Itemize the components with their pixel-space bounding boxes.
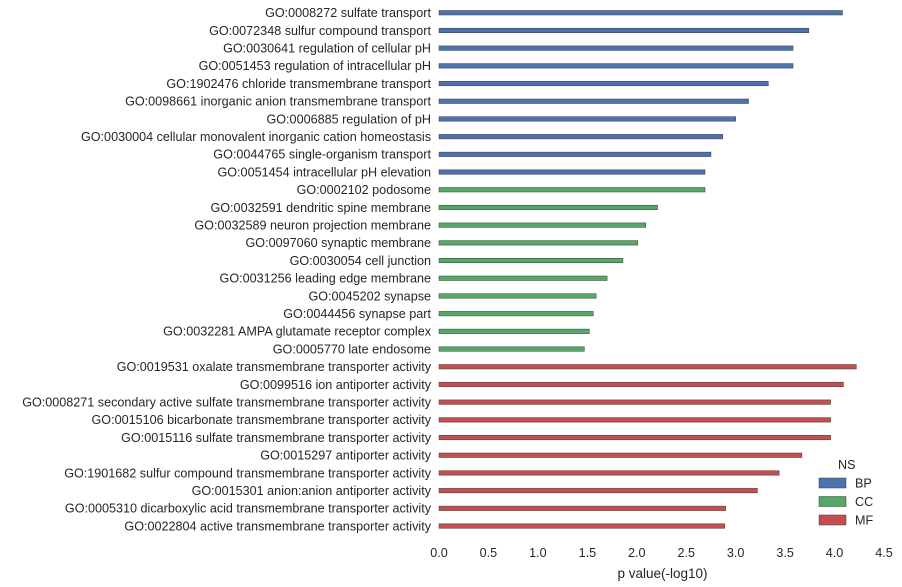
category-label: GO:0008271 secondary active sulfate tran… — [22, 395, 432, 409]
bar-cc — [438, 258, 624, 264]
bar-bp — [438, 81, 769, 87]
bar-cc — [438, 311, 594, 317]
category-label: GO:0030054 cell junction — [290, 254, 431, 268]
legend-title: NS — [838, 458, 856, 472]
category-label: GO:0032591 dendritic spine membrane — [210, 201, 431, 215]
x-tick-label: 4.5 — [875, 546, 893, 560]
bar-cc — [438, 187, 706, 193]
bar-mf — [438, 505, 727, 511]
bar-cc — [438, 293, 597, 299]
category-label: GO:0005770 late endosome — [273, 342, 431, 356]
bars-group — [438, 10, 857, 529]
bar-mf — [438, 452, 803, 458]
x-tick-label: 3.0 — [727, 546, 745, 560]
category-label: GO:0032589 neuron projection membrane — [194, 218, 431, 232]
bar-bp — [438, 27, 810, 33]
x-tick-label: 0.0 — [430, 546, 448, 560]
legend-swatch-cc — [818, 496, 847, 507]
category-label: GO:0008272 sulfate transport — [265, 6, 431, 20]
bar-cc — [438, 240, 639, 246]
category-label: GO:0015116 sulfate transmembrane transpo… — [121, 431, 432, 445]
bar-bp — [438, 151, 712, 157]
x-tick-label: 3.5 — [776, 546, 794, 560]
bar-bp — [438, 98, 749, 104]
bar-bp — [438, 45, 794, 51]
bar-bp — [438, 10, 843, 16]
category-label: GO:1901682 sulfur compound transmembrane… — [64, 466, 432, 480]
legend-label-mf: MF — [855, 513, 873, 527]
category-label: GO:0030004 cellular monovalent inorganic… — [81, 130, 431, 144]
category-label: GO:0051453 regulation of intracellular p… — [199, 59, 431, 73]
category-label: GO:0002102 podosome — [297, 183, 431, 197]
category-label: GO:0006885 regulation of pH — [266, 112, 431, 126]
x-tick-label: 1.5 — [579, 546, 597, 560]
category-label: GO:0098661 inorganic anion transmembrane… — [125, 95, 431, 109]
bar-mf — [438, 488, 758, 494]
category-labels: GO:0008272 sulfate transport GO:0072348 s… — [22, 6, 432, 533]
category-label: GO:0097060 synaptic membrane — [245, 236, 431, 250]
legend-entries: BP CC MF — [818, 476, 873, 527]
category-label: GO:0015297 antiporter activity — [260, 449, 432, 463]
category-label: GO:0005310 dicarboxylic acid transmembra… — [65, 502, 432, 516]
category-label: GO:0099516 ion antiporter activity — [240, 378, 432, 392]
bar-bp — [438, 63, 794, 69]
category-label: GO:0022804 active transmembrane transpor… — [124, 519, 431, 533]
bar-cc — [438, 275, 608, 281]
category-label: GO:0015301 anion:anion antiporter activi… — [192, 484, 432, 498]
legend-label-bp: BP — [855, 476, 872, 490]
legend-swatch-bp — [818, 477, 847, 489]
x-tick-label: 1.0 — [529, 546, 547, 560]
x-tick-label: 2.5 — [677, 546, 695, 560]
bar-mf — [438, 364, 857, 370]
category-label: GO:0072348 sulfur compound transport — [209, 24, 431, 38]
bar-mf — [438, 399, 831, 405]
bar-mf — [438, 470, 780, 476]
category-label: GO:0045202 synapse — [308, 289, 431, 303]
category-label: GO:0019531 oxalate transmembrane transpo… — [117, 360, 432, 374]
bar-mf — [438, 417, 831, 423]
category-label: GO:0044765 single-organism transport — [213, 148, 431, 162]
bar-cc — [438, 222, 646, 228]
x-tick-label: 2.0 — [628, 546, 646, 560]
category-label: GO:0032281 AMPA glutamate receptor compl… — [163, 325, 432, 339]
bar-bp — [438, 169, 706, 175]
legend-label-cc: CC — [855, 495, 873, 509]
category-label: GO:0030641 regulation of cellular pH — [223, 41, 431, 55]
category-label: GO:0044456 synapse part — [283, 307, 431, 321]
bar-cc — [438, 204, 658, 210]
x-tick-labels: 0.0 0.5 1.0 1.5 2.0 2.5 3.0 3.5 4.0 4.5 — [430, 546, 893, 560]
bar-bp — [438, 116, 736, 122]
legend: NS BP CC MF — [818, 458, 873, 527]
bar-mf — [438, 523, 726, 529]
category-label: GO:1902476 chloride transmembrane transp… — [166, 77, 431, 91]
x-tick-label: 0.5 — [480, 546, 498, 560]
x-tick-label: 4.0 — [826, 546, 844, 560]
bar-mf — [438, 435, 831, 441]
category-label: GO:0031256 leading edge membrane — [220, 272, 431, 286]
category-label: GO:0015106 bicarbonate transmembrane tra… — [91, 413, 431, 427]
bar-cc — [438, 328, 590, 334]
legend-swatch-mf — [818, 514, 847, 526]
bar-bp — [438, 134, 724, 140]
bar-mf — [438, 381, 844, 387]
category-label: GO:0051454 intracellular pH elevation — [217, 165, 431, 179]
x-axis-title: p value(-log10) — [617, 566, 707, 581]
bar-cc — [438, 346, 585, 352]
